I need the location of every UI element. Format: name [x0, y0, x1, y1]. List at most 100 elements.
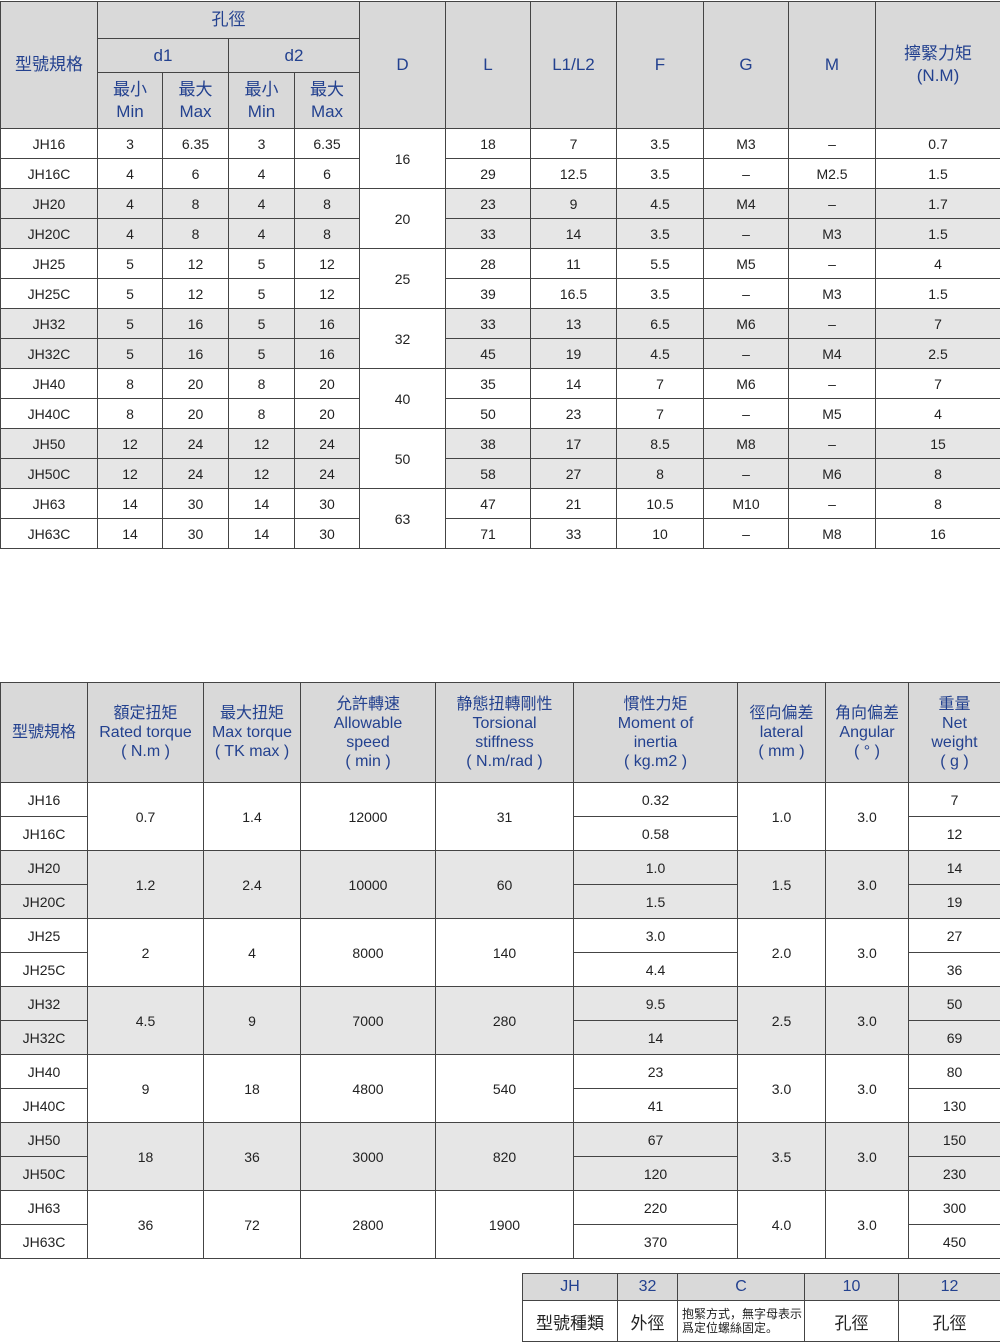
table-row: JH32C 14 69 [0, 1020, 1000, 1055]
cell-stiffness: 31 [435, 782, 574, 851]
cell: 4.5 [616, 338, 704, 369]
header-line: Moment of [617, 714, 694, 732]
cell: JH63C [0, 518, 98, 549]
cell: 1.5 [875, 218, 1000, 249]
table-row: JH20C 4 8 4 8 33 14 3.5– M3 1.5 [0, 218, 1000, 249]
torque-label: 擰緊力矩 [904, 44, 972, 63]
cell: JH50 [0, 428, 98, 459]
cell-rated: 4.5 [87, 986, 204, 1055]
cell-angular: 3.0 [825, 1122, 909, 1191]
cell: 8 [97, 398, 163, 429]
cell: 18 [445, 128, 531, 159]
cell-D: 32 [359, 308, 446, 369]
cell-weight: 27 [908, 918, 1000, 953]
cell: 5 [228, 338, 295, 369]
cell: – [788, 488, 876, 519]
header-col: 静態扭轉剛性 Torsional stiffness( N.m/rad ) [435, 682, 574, 783]
header-d2: d2 [228, 38, 360, 73]
min-label: 最小 [244, 79, 279, 99]
header-line: ( TK max ) [214, 743, 290, 760]
cell-angular: 3.0 [825, 782, 909, 851]
cell: 16 [294, 338, 360, 369]
cell: 3.5 [616, 158, 704, 189]
max-label-en: Max [310, 101, 344, 121]
cell-weight: 69 [908, 1020, 1000, 1055]
header-line: 額定扭矩 [113, 705, 178, 722]
header-line: stiffness [475, 733, 534, 751]
table-row: JH63 14 30 14 30 63 47 21 10.5 M10–8 [0, 488, 1000, 549]
cell: JH32C [0, 338, 98, 369]
cell: 1.5 [875, 158, 1000, 189]
cell: M8 [703, 428, 789, 459]
code-meaning: 孔徑 [898, 1300, 1000, 1342]
cell: 47 [445, 488, 531, 519]
header-col: 型號規格 [0, 682, 88, 783]
cell: 1.5 [875, 278, 1000, 309]
cell-D: 25 [359, 248, 446, 309]
cell-model: JH16 [0, 782, 88, 817]
cell: 12 [294, 278, 360, 309]
cell: 12 [162, 248, 229, 279]
code-meaning: 抱緊方式，無字母表示爲定位螺絲固定。 [677, 1300, 805, 1342]
cell: M6 [788, 458, 876, 489]
header-col: 最大扭矩 Max torque ( TK max ) [203, 682, 301, 783]
cell-lateral: 2.5 [737, 986, 826, 1055]
cell: 8 [875, 488, 1000, 519]
cell: 7 [875, 368, 1000, 399]
cell: 5 [97, 338, 163, 369]
cell-model: JH40 [0, 1054, 88, 1089]
cell-angular: 3.0 [825, 986, 909, 1055]
cell: JH25 [0, 248, 98, 279]
cell: – [703, 158, 789, 189]
header-line: 最大扭矩 [219, 705, 284, 722]
cell: 33 [445, 218, 531, 249]
cell: 12 [162, 278, 229, 309]
header-M: M [788, 1, 876, 129]
cell-model: JH32C [0, 1020, 88, 1055]
cell: M4 [703, 188, 789, 219]
cell-inertia: 0.58 [573, 816, 738, 851]
code-part: 12 [898, 1273, 1000, 1301]
cell-max: 72 [203, 1190, 301, 1259]
cell: 8 [875, 458, 1000, 489]
cell: – [788, 368, 876, 399]
cell: 10.5 [616, 488, 704, 519]
header-d1: d1 [97, 38, 229, 73]
dimensions-table: 型號規格 孔徑 D L L1/L2 F G M 擰緊力矩 (N.M) d1 d2 … [0, 1, 1000, 549]
cell-lateral: 4.0 [737, 1190, 826, 1259]
cell: 33 [445, 308, 531, 339]
cell-model: JH63 [0, 1190, 88, 1225]
cell: 20 [294, 368, 360, 399]
table-row: JH32C 5 16 5 16 45 19 4.5– M4 2.5 [0, 338, 1000, 369]
cell: 20 [294, 398, 360, 429]
cell-D: 20 [359, 188, 446, 249]
cell: 14 [97, 488, 163, 519]
cell-weight: 80 [908, 1054, 1000, 1089]
cell: 4 [97, 218, 163, 249]
cell: 24 [162, 428, 229, 459]
cell: 8 [616, 458, 704, 489]
header-line: ( mm ) [758, 743, 805, 760]
code-part: 10 [804, 1273, 899, 1301]
cell-stiffness: 1900 [435, 1190, 574, 1259]
cell-inertia: 1.0 [573, 850, 738, 885]
cell: M8 [788, 518, 876, 549]
header-line: 重量 [938, 695, 971, 713]
code-meaning: 孔徑 [804, 1300, 899, 1342]
cell: 5 [228, 278, 295, 309]
cell: 17 [530, 428, 617, 459]
code-meaning: 型號種類 [522, 1300, 618, 1342]
cell: 4 [875, 248, 1000, 279]
cell: 6.5 [616, 308, 704, 339]
cell-weight: 7 [908, 782, 1000, 817]
cell-inertia: 41 [573, 1088, 738, 1123]
cell-rated: 9 [87, 1054, 204, 1123]
cell-weight: 12 [908, 816, 1000, 851]
header-line: 徑向偏差 [749, 705, 814, 722]
cell: 4.5 [616, 188, 704, 219]
cell: JH32 [0, 308, 98, 339]
cell: 3.5 [616, 218, 704, 249]
header-line: 型號規格 [11, 724, 76, 741]
cell: 33 [530, 518, 617, 549]
cell: 3.5 [616, 128, 704, 159]
